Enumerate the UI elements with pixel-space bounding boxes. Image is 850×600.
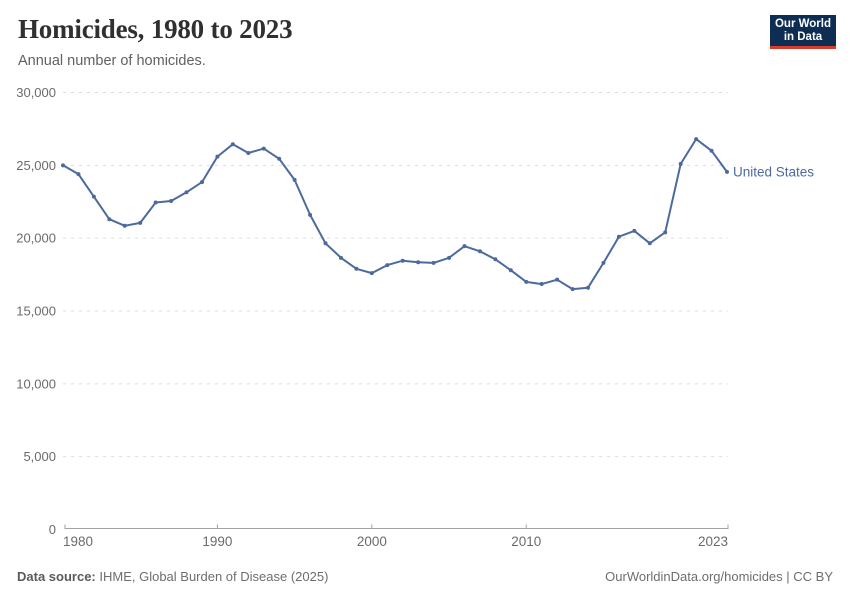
data-point — [678, 161, 683, 166]
data-point — [138, 220, 143, 225]
data-point — [246, 150, 251, 155]
y-tick-label: 30,000 — [16, 85, 56, 100]
data-point — [632, 228, 637, 233]
data-point — [122, 223, 127, 228]
data-point — [709, 148, 714, 153]
data-point — [385, 263, 390, 268]
attribution-note: OurWorldinData.org/homicides | CC BY — [605, 569, 833, 584]
chart-subtitle: Annual number of homicides. — [18, 53, 206, 69]
data-point — [184, 190, 189, 195]
owid-logo[interactable]: Our World in Data — [770, 15, 836, 49]
data-point — [400, 258, 405, 263]
data-point — [308, 212, 313, 217]
data-point — [555, 277, 560, 282]
data-point — [416, 260, 421, 265]
data-point — [539, 282, 544, 287]
data-point — [199, 180, 204, 185]
y-tick-label: 5,000 — [23, 449, 56, 464]
data-point — [694, 137, 699, 142]
x-tick-label: 2023 — [698, 534, 728, 549]
data-point — [153, 200, 158, 205]
data-point — [354, 266, 359, 271]
y-tick-label: 25,000 — [16, 158, 56, 173]
data-point — [586, 285, 591, 290]
data-point — [477, 249, 482, 254]
data-point — [61, 163, 65, 168]
data-point — [431, 260, 436, 265]
data-point — [261, 146, 266, 151]
data-point — [277, 156, 282, 161]
owid-logo-line1: Our World — [774, 17, 831, 30]
data-point — [616, 234, 621, 239]
series-label-united-states[interactable]: United States — [733, 164, 814, 179]
data-point — [570, 287, 575, 292]
data-point — [230, 142, 235, 147]
data-point — [323, 241, 328, 246]
x-tick-label: 1980 — [63, 534, 93, 549]
data-point — [725, 169, 729, 174]
data-point — [169, 199, 174, 204]
owid-logo-line2: in Data — [783, 30, 823, 43]
x-tick-label: 1990 — [202, 534, 232, 549]
data-point — [338, 255, 343, 260]
x-tick-label: 2000 — [357, 534, 387, 549]
data-point — [369, 271, 374, 276]
data-source-note: Data source: IHME, Global Burden of Dise… — [17, 569, 328, 584]
data-point — [524, 279, 529, 284]
page-title: Homicides, 1980 to 2023 — [18, 14, 293, 44]
data-point — [215, 154, 220, 159]
y-tick-label: 15,000 — [16, 304, 56, 319]
data-point — [493, 257, 498, 262]
y-tick-label: 0 — [49, 522, 56, 537]
data-point — [107, 217, 112, 222]
x-tick-label: 2010 — [511, 534, 541, 549]
data-point — [663, 230, 668, 235]
y-tick-label: 20,000 — [16, 231, 56, 246]
y-tick-label: 10,000 — [16, 376, 56, 391]
data-source-text: IHME, Global Burden of Disease (2025) — [95, 569, 329, 584]
data-point — [292, 177, 297, 182]
data-point — [91, 194, 96, 199]
data-point — [601, 260, 606, 265]
data-point — [647, 241, 652, 246]
data-point — [76, 172, 81, 177]
data-point — [508, 268, 513, 273]
x-axis-line — [64, 524, 729, 529]
data-point — [462, 244, 467, 249]
data-source-label: Data source: — [17, 569, 96, 584]
data-point — [447, 255, 452, 260]
us-series-line — [62, 138, 728, 291]
